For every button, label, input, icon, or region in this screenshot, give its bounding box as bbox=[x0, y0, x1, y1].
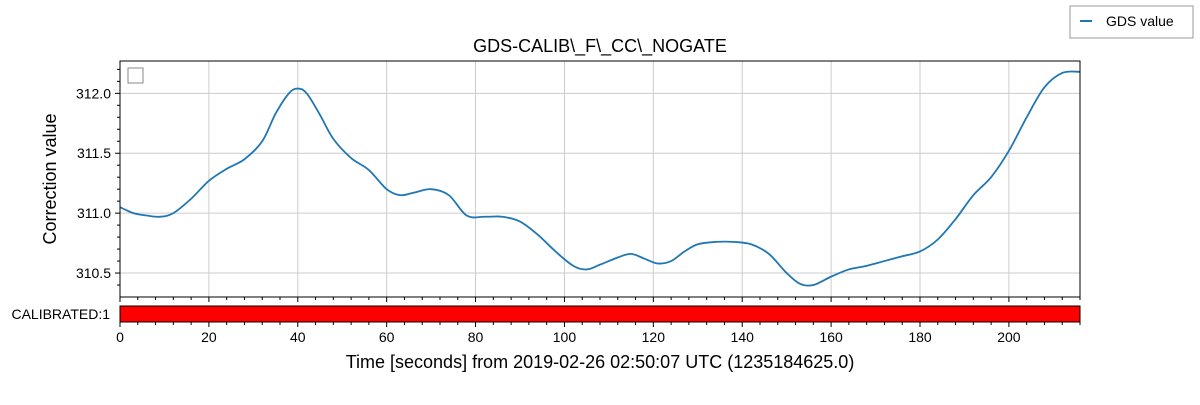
y-axis-label: Correction value bbox=[40, 113, 60, 244]
series-line-gds-value bbox=[119, 70, 1081, 287]
x-tick-label: 180 bbox=[908, 329, 932, 345]
main-axes-frame bbox=[119, 60, 1081, 298]
x-tick-label: 120 bbox=[642, 329, 666, 345]
y-tick-label: 310.5 bbox=[76, 265, 111, 281]
x-tick-label: 20 bbox=[201, 329, 217, 345]
main-grid bbox=[119, 61, 1080, 297]
main-series-layer bbox=[119, 70, 1081, 287]
y-tick-label: 311.5 bbox=[77, 145, 111, 161]
y-tick-label: 311.0 bbox=[77, 205, 111, 221]
empty-legend-box bbox=[127, 67, 144, 84]
x-tick-label: 60 bbox=[379, 329, 395, 345]
segment-bar-calibrated bbox=[120, 306, 1080, 322]
segment-layer bbox=[120, 306, 1080, 322]
x-tick-label: 200 bbox=[997, 329, 1021, 345]
x-tick-label: 140 bbox=[731, 329, 755, 345]
segment-xticks: 0 20 40 60 80 100 120 140 160 180 200 bbox=[116, 322, 1081, 345]
x-tick-label: 0 bbox=[116, 329, 124, 345]
legend-label-gds-value: GDS value bbox=[1106, 13, 1174, 29]
legend: GDS value bbox=[1069, 5, 1194, 39]
x-tick-label: 100 bbox=[553, 329, 577, 345]
chart-title: GDS-CALIB\_F\_CC\_NOGATE bbox=[473, 36, 727, 57]
main-yticks: 310.5 311.0 311.5 312.0 bbox=[76, 68, 120, 286]
segment-label: CALIBRATED:1 bbox=[11, 306, 110, 322]
x-axis-label: Time [seconds] from 2019-02-26 02:50:07 … bbox=[346, 352, 855, 372]
x-tick-label: 160 bbox=[819, 329, 843, 345]
x-tick-label: 40 bbox=[290, 329, 306, 345]
main-xticks bbox=[119, 297, 1081, 302]
x-tick-label: 80 bbox=[468, 329, 484, 345]
y-tick-label: 312.0 bbox=[76, 85, 111, 101]
